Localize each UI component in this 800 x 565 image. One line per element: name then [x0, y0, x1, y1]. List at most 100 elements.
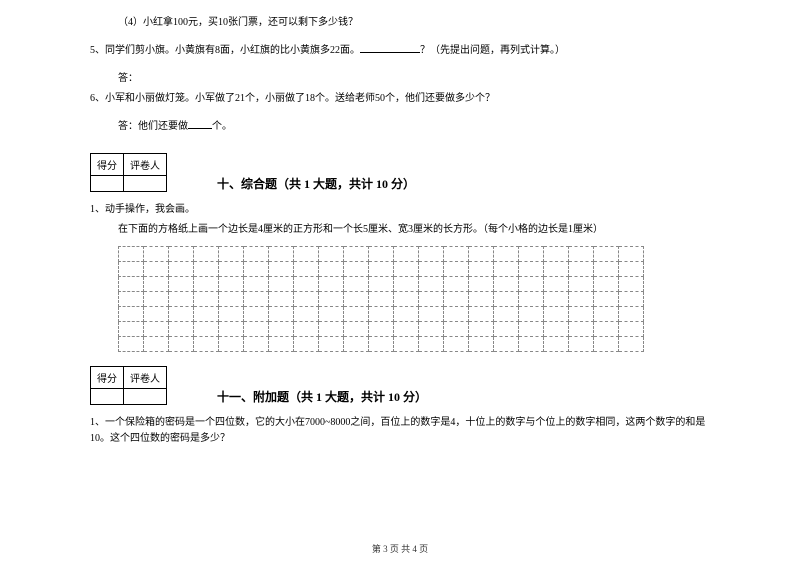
grid-cell: [344, 247, 369, 262]
grid-cell: [519, 307, 544, 322]
grid-cell: [244, 292, 269, 307]
grid-cell: [619, 277, 644, 292]
grid-cell: [494, 322, 519, 337]
grid-cell: [294, 337, 319, 352]
grid-cell: [469, 292, 494, 307]
grid-cell: [144, 307, 169, 322]
grid-cell: [369, 247, 394, 262]
score-header-1: 得分: [91, 154, 124, 176]
grid-cell: [144, 337, 169, 352]
grid-cell: [219, 322, 244, 337]
grid-cell: [119, 337, 144, 352]
grid-cell: [494, 337, 519, 352]
section-10-header: 得分 评卷人 十、综合题（共 1 大题，共计 10 分）: [90, 139, 710, 194]
q5-blank: [360, 43, 420, 53]
grid-cell: [119, 307, 144, 322]
grid-cell: [594, 247, 619, 262]
grid-cell: [594, 322, 619, 337]
grid-cell: [544, 322, 569, 337]
grid-cell: [119, 277, 144, 292]
section-11-q1: 1、一个保险箱的密码是一个四位数，它的大小在7000~8000之间，百位上的数字…: [90, 415, 710, 447]
grid-cell: [369, 337, 394, 352]
grid-cell: [269, 247, 294, 262]
grid-cell: [194, 247, 219, 262]
grid-cell: [569, 337, 594, 352]
grid-cell: [219, 337, 244, 352]
grid-cell: [444, 292, 469, 307]
grid-cell: [169, 292, 194, 307]
grid-cell: [619, 292, 644, 307]
grid-cell: [344, 277, 369, 292]
question-5: 5、同学们剪小旗。小黄旗有8面，小红旗的比小黄旗多22面。？（先提出问题，再列式…: [90, 43, 710, 59]
grid-cell: [344, 322, 369, 337]
grid-cell: [444, 262, 469, 277]
grid-cell: [244, 337, 269, 352]
grid-cell: [144, 247, 169, 262]
grid-cell: [294, 247, 319, 262]
grid-cell: [269, 292, 294, 307]
grid-cell: [194, 292, 219, 307]
grid-cell: [619, 307, 644, 322]
grid-cell: [194, 262, 219, 277]
grid-cell: [469, 277, 494, 292]
q6-answer-before: 答：他们还要做: [118, 121, 188, 132]
question-6: 6、小军和小丽做灯笼。小军做了21个，小丽做了18个。送给老师50个，他们还要做…: [90, 91, 710, 107]
grid-cell: [319, 307, 344, 322]
grid-cell: [419, 307, 444, 322]
grid-cell: [419, 277, 444, 292]
grid-cell: [469, 247, 494, 262]
q5-answer-label: 答：: [90, 71, 710, 87]
grid-cell: [594, 277, 619, 292]
grid-cell: [194, 337, 219, 352]
q6-blank: [188, 119, 212, 129]
grid-cell: [569, 307, 594, 322]
grid-cell: [219, 292, 244, 307]
grid-cell: [544, 277, 569, 292]
grid-cell: [269, 262, 294, 277]
grid-cell: [619, 247, 644, 262]
grid-cell: [344, 337, 369, 352]
grid-cell: [169, 322, 194, 337]
grid-cell: [594, 292, 619, 307]
grid-cell: [469, 307, 494, 322]
grid-cell: [594, 307, 619, 322]
grid-cell: [619, 337, 644, 352]
grid-cell: [519, 322, 544, 337]
grid-cell: [394, 307, 419, 322]
grid-cell: [419, 247, 444, 262]
grid-cell: [494, 307, 519, 322]
grid-cell: [544, 247, 569, 262]
grid-cell: [519, 262, 544, 277]
grid-cell: [369, 322, 394, 337]
grid-cell: [319, 292, 344, 307]
grid-cell: [319, 277, 344, 292]
grid-cell: [469, 337, 494, 352]
grid-cell: [394, 292, 419, 307]
score-cell-1: [91, 176, 124, 192]
grid-cell: [294, 277, 319, 292]
section-11-title: 十一、附加题（共 1 大题，共计 10 分）: [217, 388, 427, 407]
grid-cell: [319, 262, 344, 277]
grid-cell: [144, 277, 169, 292]
score-cell-2b: [124, 389, 167, 405]
grid-cell: [519, 292, 544, 307]
grid-cell: [319, 247, 344, 262]
grid-cell: [169, 262, 194, 277]
section-10-q1-line2: 在下面的方格纸上画一个边长是4厘米的正方形和一个长5厘米、宽3厘米的长方形。（每…: [90, 222, 710, 238]
grid-cell: [344, 292, 369, 307]
grid-cell: [519, 247, 544, 262]
grid-cell: [194, 277, 219, 292]
grid-cell: [269, 307, 294, 322]
grid-cell: [294, 307, 319, 322]
grid-cell: [569, 322, 594, 337]
grid-cell: [369, 292, 394, 307]
score-header-2b: 评卷人: [124, 367, 167, 389]
grid-cell: [444, 337, 469, 352]
grid-cell: [144, 292, 169, 307]
grid-cell: [169, 247, 194, 262]
q6-answer-after: 个。: [212, 121, 232, 132]
grid-cell: [519, 337, 544, 352]
grid-cell: [519, 277, 544, 292]
grid-cell: [544, 337, 569, 352]
grid-cell: [394, 277, 419, 292]
